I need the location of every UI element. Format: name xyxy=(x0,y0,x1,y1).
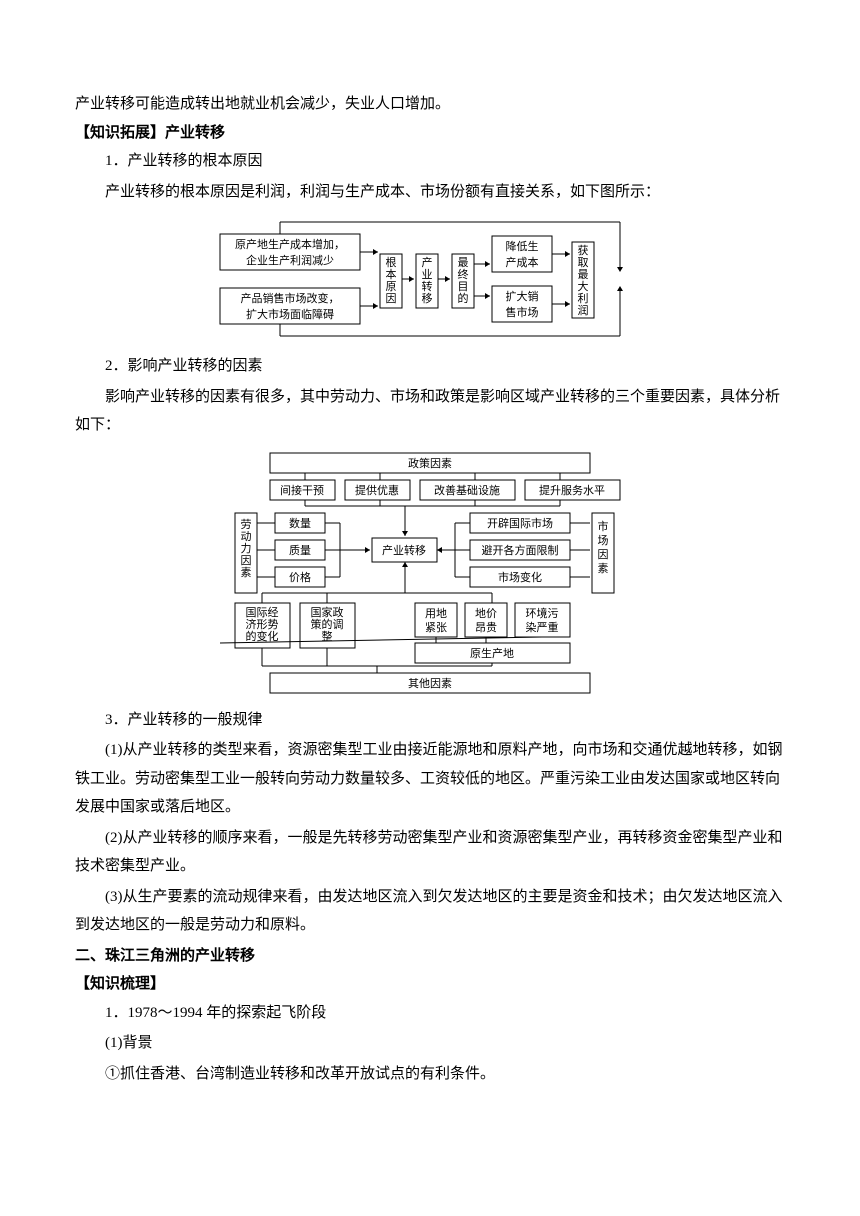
svg-text:间接干预: 间接干预 xyxy=(280,484,324,497)
item2-desc: 影响产业转移的因素有很多，其中劳动力、市场和政策是影响区域产业转移的三个重要因素… xyxy=(75,383,785,440)
svg-text:紧张: 紧张 xyxy=(425,621,447,634)
diagram2-svg: 政策因素 间接干预 提供优惠 改善基础设施 提升服务水平 劳 动 力 因 素 xyxy=(220,448,640,698)
svg-text:售市场: 售市场 xyxy=(506,305,539,319)
svg-text:场: 场 xyxy=(598,533,609,547)
svg-text:避开各方面限制: 避开各方面限制 xyxy=(482,543,559,557)
diagram1-svg: 原产地生产成本增加， 企业生产利润减少 产品销售市场改变， 扩大市场面临障碍 根… xyxy=(200,214,660,344)
svg-text:的变化: 的变化 xyxy=(246,629,279,643)
svg-text:转: 转 xyxy=(422,279,433,293)
section2-title: 二、珠江三角洲的产业转移 xyxy=(75,942,785,971)
item3-num: 3．产业转移的一般规律 xyxy=(75,706,785,735)
svg-text:终: 终 xyxy=(458,267,469,281)
svg-text:获: 获 xyxy=(578,244,589,257)
section2-item1-2: ①抓住香港、台湾制造业转移和改革开放试点的有利条件。 xyxy=(75,1060,785,1089)
svg-text:产品销售市场改变，: 产品销售市场改变， xyxy=(241,291,340,305)
svg-text:本: 本 xyxy=(386,267,397,281)
svg-text:动: 动 xyxy=(241,530,252,543)
svg-text:降低生: 降低生 xyxy=(506,239,539,253)
svg-text:因: 因 xyxy=(386,292,397,305)
svg-text:利: 利 xyxy=(578,292,589,305)
svg-text:因: 因 xyxy=(241,554,252,567)
svg-text:开辟国际市场: 开辟国际市场 xyxy=(487,516,553,530)
svg-text:质量: 质量 xyxy=(289,544,311,557)
svg-text:原: 原 xyxy=(386,281,397,293)
svg-text:企业生产利润减少: 企业生产利润减少 xyxy=(246,253,334,267)
section1-title: 【知识拓展】产业转移 xyxy=(75,119,785,148)
svg-text:国家政: 国家政 xyxy=(311,605,344,619)
svg-text:最: 最 xyxy=(458,256,469,269)
item3-p2: (2)从产业转移的顺序来看，一般是先转移劳动密集型产业和资源密集型产业，再转移资… xyxy=(75,824,785,881)
svg-text:产: 产 xyxy=(422,255,433,269)
svg-text:市场变化: 市场变化 xyxy=(498,570,542,584)
svg-text:策的调: 策的调 xyxy=(311,617,344,631)
svg-text:产业转移: 产业转移 xyxy=(382,543,426,557)
intro-paragraph: 产业转移可能造成转出地就业机会减少，失业人口增加。 xyxy=(75,90,785,119)
svg-text:原生产地: 原生产地 xyxy=(470,646,514,660)
section2-subtitle: 【知识梳理】 xyxy=(75,970,785,999)
item3-p1: (1)从产业转移的类型来看，资源密集型工业由接近能源地和原料产地，向市场和交通优… xyxy=(75,736,785,822)
svg-text:的: 的 xyxy=(458,291,469,305)
svg-text:用地: 用地 xyxy=(425,607,447,620)
section2-item1: 1．1978～1994 年的探索起飞阶段 xyxy=(75,999,785,1028)
svg-text:劳: 劳 xyxy=(241,518,252,531)
svg-text:取: 取 xyxy=(578,256,589,269)
svg-text:环境污: 环境污 xyxy=(526,606,559,620)
svg-text:其他因素: 其他因素 xyxy=(408,677,452,690)
svg-text:地价: 地价 xyxy=(475,607,497,620)
svg-text:原产地生产成本增加，: 原产地生产成本增加， xyxy=(235,237,345,251)
svg-text:因: 因 xyxy=(598,548,609,561)
svg-text:改善基础设施: 改善基础设施 xyxy=(434,483,500,497)
svg-text:济形势: 济形势 xyxy=(246,617,279,631)
svg-text:根: 根 xyxy=(386,255,397,269)
svg-text:素: 素 xyxy=(241,566,252,579)
svg-text:数量: 数量 xyxy=(289,517,311,530)
svg-text:提供优惠: 提供优惠 xyxy=(355,483,399,497)
svg-text:力: 力 xyxy=(241,542,252,555)
diagram2: 政策因素 间接干预 提供优惠 改善基础设施 提升服务水平 劳 动 力 因 素 xyxy=(75,448,785,698)
svg-text:业: 业 xyxy=(422,268,433,281)
section2-item1-1: (1)背景 xyxy=(75,1029,785,1058)
svg-text:移: 移 xyxy=(422,292,433,305)
svg-text:大: 大 xyxy=(578,279,589,293)
svg-text:产成本: 产成本 xyxy=(506,255,539,269)
svg-text:目: 目 xyxy=(458,281,469,293)
svg-text:润: 润 xyxy=(578,303,589,317)
diagram1: 原产地生产成本增加， 企业生产利润减少 产品销售市场改变， 扩大市场面临障碍 根… xyxy=(75,214,785,344)
item1-desc: 产业转移的根本原因是利润，利润与生产成本、市场份额有直接关系，如下图所示： xyxy=(75,178,785,207)
item2-num: 2．影响产业转移的因素 xyxy=(75,352,785,381)
svg-text:国际经: 国际经 xyxy=(246,606,279,619)
svg-text:提升服务水平: 提升服务水平 xyxy=(539,484,605,497)
svg-text:素: 素 xyxy=(598,562,609,575)
svg-text:扩大市场面临障碍: 扩大市场面临障碍 xyxy=(246,307,334,321)
item1-num: 1．产业转移的根本原因 xyxy=(75,147,785,176)
svg-text:最: 最 xyxy=(578,268,589,281)
svg-text:扩大销: 扩大销 xyxy=(506,289,539,303)
svg-text:政策因素: 政策因素 xyxy=(408,456,452,470)
svg-text:染严重: 染严重 xyxy=(526,620,559,634)
svg-text:昂贵: 昂贵 xyxy=(475,621,497,634)
svg-text:价格: 价格 xyxy=(289,570,311,584)
item3-p3: (3)从生产要素的流动规律来看，由发达地区流入到欠发达地区的主要是资金和技术；由… xyxy=(75,883,785,940)
svg-text:市: 市 xyxy=(598,519,609,533)
